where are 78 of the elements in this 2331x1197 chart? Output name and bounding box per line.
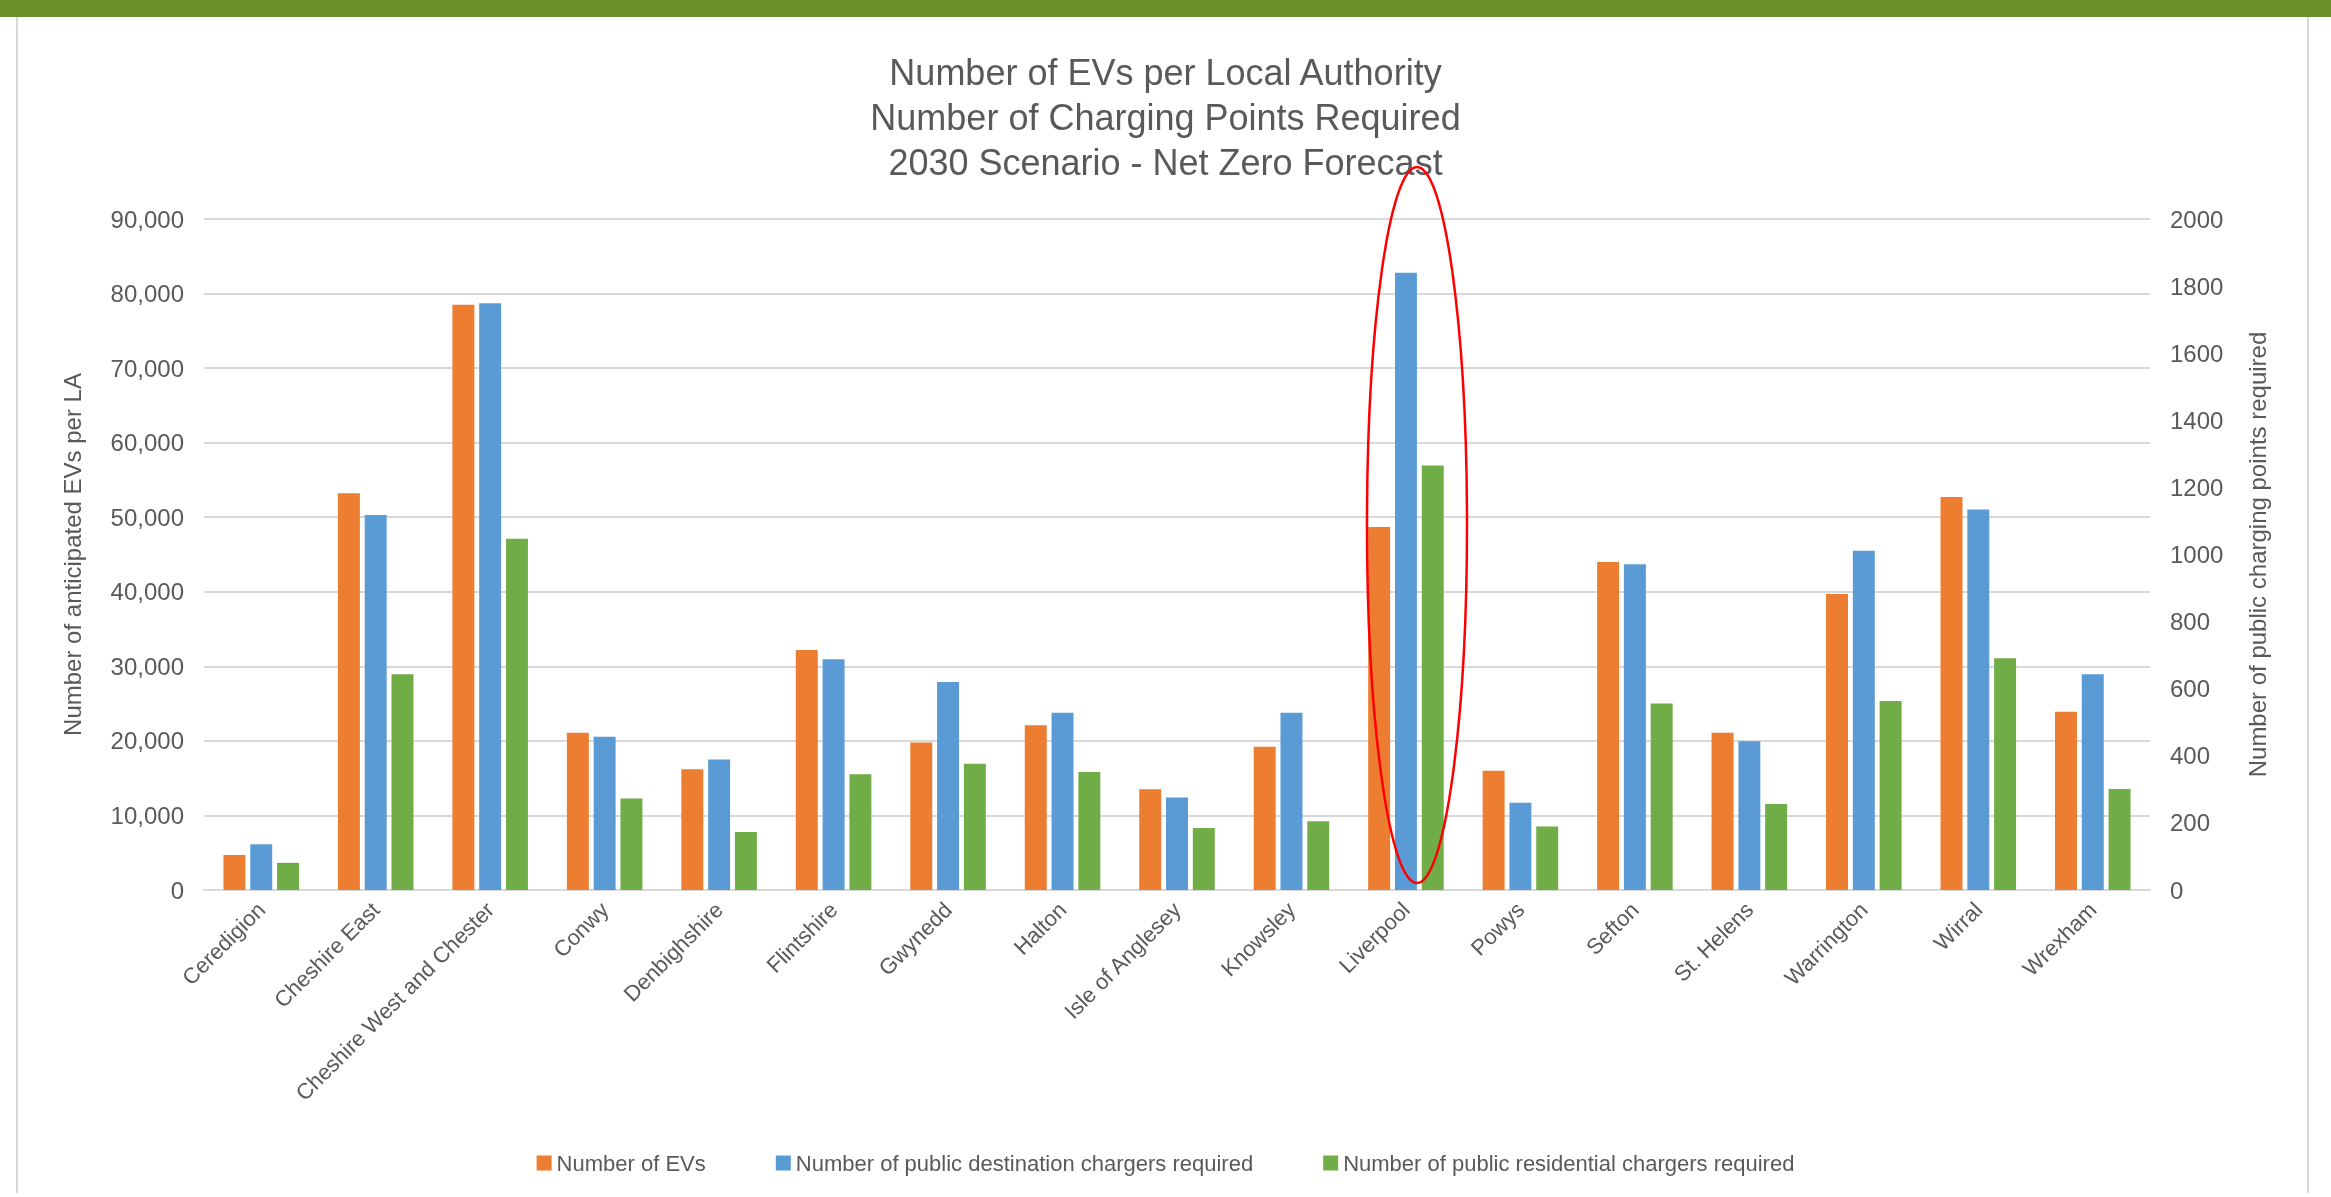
legend-label: Number of public destination chargers required: [795, 1150, 1254, 1176]
bar: [1852, 550, 1875, 890]
bar: [963, 763, 986, 890]
bar: [822, 659, 845, 890]
bar: [337, 493, 360, 890]
bar: [250, 844, 273, 890]
y-tick-label: 0: [170, 876, 184, 904]
bar: [910, 742, 933, 890]
bar: [1482, 770, 1505, 890]
bar: [2081, 674, 2104, 890]
bar: [1024, 725, 1047, 890]
bar: [223, 854, 246, 890]
y2-tick-label: 0: [2170, 876, 2184, 904]
y2-tick-label: 2000: [2170, 205, 2224, 233]
bar: [1738, 741, 1761, 890]
bar: [2108, 789, 2131, 890]
y2-tick-label: 400: [2170, 742, 2211, 770]
bar: [1650, 703, 1673, 890]
bar: [1139, 789, 1162, 890]
y-tick-label: 60,000: [110, 429, 184, 457]
bar: [795, 649, 818, 890]
y2-tick-label: 1000: [2170, 541, 2224, 568]
bar: [566, 732, 589, 890]
bar: [1166, 797, 1188, 890]
bar: [277, 862, 300, 890]
bar: [681, 769, 704, 890]
bar: [620, 798, 643, 890]
y-tick-label: 80,000: [110, 280, 184, 308]
bar: [1307, 821, 1330, 890]
bar: [1280, 712, 1303, 890]
legend-label: Number of EVs: [556, 1150, 706, 1176]
bar: [937, 681, 960, 890]
y2-axis-title: Number of public charging points required: [2243, 331, 2271, 778]
bar: [479, 303, 502, 890]
y2-tick-label: 1400: [2170, 406, 2224, 434]
bar: [593, 736, 616, 890]
bar: [708, 759, 731, 890]
y2-tick-label: 1800: [2170, 272, 2224, 300]
bar: [1078, 771, 1101, 890]
bar: [1536, 826, 1559, 890]
bar: [1253, 746, 1276, 890]
y-tick-label: 50,000: [110, 503, 184, 531]
y-tick-label: 40,000: [110, 578, 184, 606]
legend-label: Number of public residential chargers required: [1343, 1150, 1795, 1176]
bar: [2054, 711, 2077, 890]
bar: [1394, 272, 1417, 890]
bar: [1192, 827, 1215, 890]
y-tick-label: 30,000: [110, 652, 184, 680]
bar: [734, 831, 757, 890]
bar: [1711, 732, 1734, 890]
y2-tick-label: 1200: [2170, 473, 2224, 501]
bar: [452, 304, 475, 890]
bar: [1368, 526, 1391, 890]
bar: [1509, 802, 1532, 890]
y2-tick-label: 800: [2170, 608, 2211, 636]
bar: [1967, 509, 1990, 890]
chart-title: Number of EVs per Local Authority Number of Charging Points Required 2030 Scenario - Net Zero Forecast: [870, 52, 1461, 183]
bar: [1623, 564, 1646, 890]
bar: [1994, 658, 2017, 890]
bar: [391, 674, 414, 890]
y-tick-label: 10,000: [110, 801, 184, 829]
bar: [1421, 465, 1444, 890]
y-tick-label: 70,000: [110, 354, 184, 382]
y-tick-label: 20,000: [110, 727, 184, 755]
bar: [1940, 497, 1963, 890]
y-tick-label: 90,000: [110, 205, 184, 233]
bar: [1051, 712, 1074, 890]
bar: [505, 538, 528, 890]
bar: [364, 514, 387, 890]
bar: [1597, 561, 1620, 890]
y-axis-title: Number of anticipated EVs per LA: [58, 373, 86, 736]
y2-tick-label: 600: [2170, 675, 2211, 703]
bar: [1765, 804, 1788, 890]
bar: [1826, 594, 1849, 890]
y2-tick-label: 1600: [2170, 339, 2224, 367]
y2-tick-label: 200: [2170, 809, 2211, 837]
bar: [1879, 701, 1902, 890]
bar: [849, 774, 872, 890]
